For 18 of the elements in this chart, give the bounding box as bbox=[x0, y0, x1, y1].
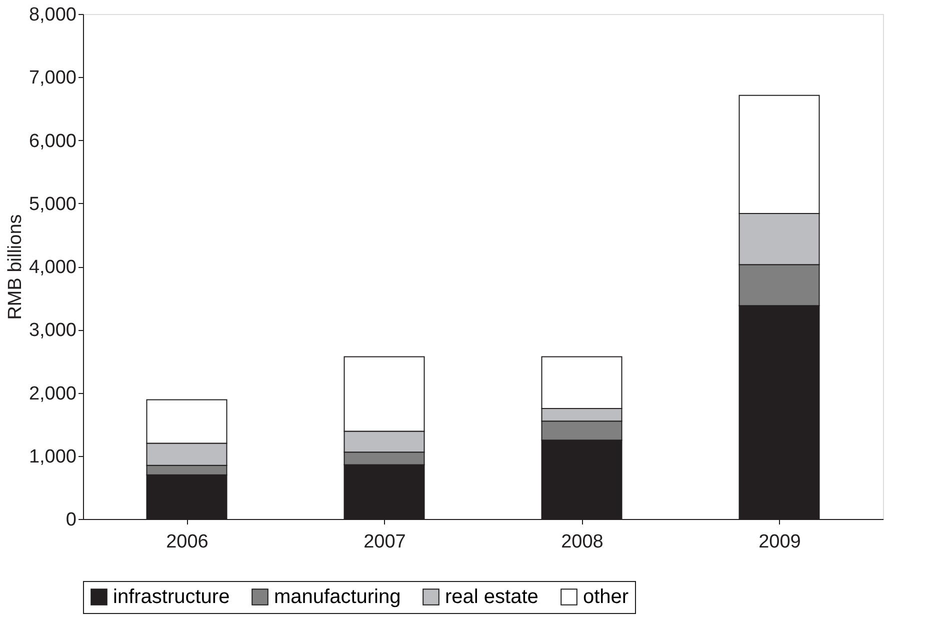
x-tick-label: 2006 bbox=[166, 532, 208, 552]
y-tick-label: 5,000 bbox=[28, 194, 76, 215]
y-tick-label: 2,000 bbox=[28, 383, 76, 404]
x-tick-label: 2008 bbox=[561, 532, 604, 552]
y-tick-label: 7,000 bbox=[28, 68, 76, 89]
y-tick-label: 3,000 bbox=[28, 320, 76, 342]
y-tick-label: 8,000 bbox=[28, 4, 76, 26]
legend-label: real estate bbox=[445, 586, 538, 608]
legend-label: other bbox=[583, 586, 629, 608]
y-axis-title: RMB billions bbox=[4, 214, 26, 320]
y-tick-label: 4,000 bbox=[28, 257, 76, 278]
y-tick-label: 0 bbox=[66, 510, 76, 530]
legend-label: manufacturing bbox=[274, 586, 401, 608]
x-tick-label: 2009 bbox=[758, 532, 801, 552]
x-tick-label: 2007 bbox=[364, 532, 406, 552]
y-tick-label: 6,000 bbox=[28, 130, 76, 152]
legend-label: infrastructure bbox=[113, 586, 230, 608]
y-tick-label: 1,000 bbox=[28, 446, 76, 468]
